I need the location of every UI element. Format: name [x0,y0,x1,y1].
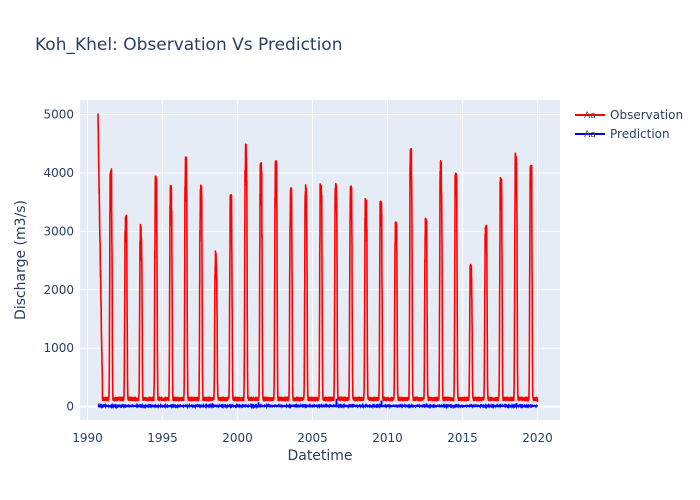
y-tick-label: 1000 [43,341,74,355]
y-tick-label: 0 [66,400,74,414]
series-prediction-line [97,398,539,410]
y-axis-title: Discharge (m3/s) [13,200,29,320]
x-tick-label: 2005 [297,431,328,445]
legend-text-marker: Aa [584,111,596,121]
legend-label: Prediction [610,127,670,141]
series-observation-line [97,113,539,403]
legend-text-marker: Aa [584,130,596,140]
legend-label: Observation [610,108,683,122]
x-axis-title: Datetime [287,448,352,464]
y-tick-label: 2000 [43,283,74,297]
legend-item-prediction[interactable]: Aa Prediction [575,127,670,141]
y-tick-label: 4000 [43,166,74,180]
x-tick-label: 2015 [447,431,478,445]
chart-title: Koh_Khel: Observation Vs Prediction [35,35,342,55]
x-tick-label: 2020 [522,431,553,445]
x-tick-label: 1995 [147,431,178,445]
x-tick-label: 2000 [222,431,253,445]
x-tick-label: 1990 [72,431,103,445]
y-tick-label: 5000 [43,108,74,122]
legend-item-observation[interactable]: Aa Observation [575,108,683,122]
legend[interactable]: Aa Observation Aa Prediction [575,108,683,141]
x-tick-label: 2010 [372,431,403,445]
y-tick-label: 3000 [43,224,74,238]
plot-area [80,100,560,420]
